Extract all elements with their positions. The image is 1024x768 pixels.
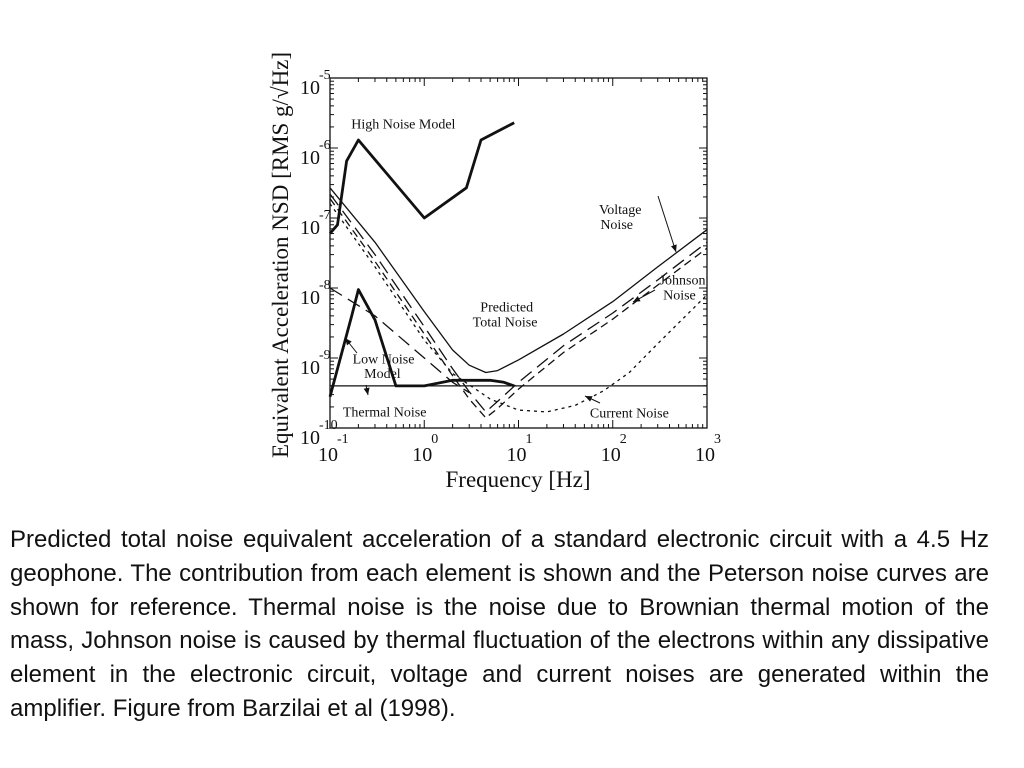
- y-axis-label: Equivalent Acceleration NSD [RMS g/√Hz]: [268, 52, 293, 458]
- annotation-arrowhead: [671, 244, 677, 252]
- x-tick-base: 10: [318, 444, 338, 466]
- series-layer: [328, 121, 708, 419]
- figure-caption: Predicted total noise equivalent acceler…: [10, 526, 989, 722]
- y-tick-exponent: -8: [319, 278, 331, 293]
- y-tick-base: 10: [300, 287, 320, 309]
- x-tick-base: 10: [507, 444, 527, 466]
- annotation-label: Noise: [600, 218, 633, 233]
- y-tick-exponent: -7: [319, 208, 331, 223]
- annotation-label: Johnson: [660, 273, 706, 288]
- y-tick-exponent: -10: [319, 418, 338, 433]
- x-tick-exponent: -1: [337, 432, 349, 447]
- y-tick-base: 10: [300, 427, 320, 449]
- y-tick-label: 10-8: [300, 278, 331, 309]
- series-line-johnson-noise: [329, 198, 708, 419]
- y-tick-label: 10-5: [300, 68, 331, 99]
- y-tick-label: 10-7: [300, 208, 331, 239]
- x-axis-label: Frequency [Hz]: [446, 467, 591, 492]
- plot-frame: [329, 77, 708, 429]
- y-tick-label: 10-6: [300, 138, 331, 169]
- annotation-label: Predicted: [480, 301, 533, 316]
- series-line-high-noise-model: [328, 121, 515, 235]
- series-line-current-noise: [329, 203, 708, 413]
- x-tick-label: 101: [507, 432, 533, 466]
- x-tick-exponent: 1: [526, 432, 533, 447]
- y-tick-exponent: -9: [319, 348, 331, 363]
- noise-spectrum-chart: 10-110010110210310-1010-910-810-710-610-…: [268, 52, 721, 492]
- y-tick-label: 10-9: [300, 348, 331, 379]
- annotation-label: Thermal Noise: [343, 406, 427, 421]
- annotation-label: Noise: [663, 289, 696, 304]
- annotation-arrowhead: [363, 387, 370, 395]
- annotation-label: Low Noise: [353, 352, 415, 367]
- y-tick-base: 10: [300, 217, 320, 239]
- y-tick-base: 10: [300, 77, 320, 99]
- y-tick-base: 10: [300, 357, 320, 379]
- x-tick-exponent: 3: [714, 432, 721, 447]
- series-line-predicted-total-noise: [329, 187, 708, 374]
- x-tick-exponent: 2: [620, 432, 627, 447]
- y-tick-exponent: -6: [319, 138, 331, 153]
- x-tick-label: 102: [601, 432, 627, 466]
- y-tick-label: 10-10: [300, 418, 338, 449]
- y-tick-base: 10: [300, 147, 320, 169]
- annotation-arrow: [657, 195, 677, 253]
- series-line-unlabeled-7: [329, 287, 470, 394]
- x-tick-base: 10: [695, 444, 715, 466]
- y-tick-exponent: -5: [319, 68, 331, 83]
- tick-labels: 10-110010110210310-1010-910-810-710-610-…: [300, 68, 721, 466]
- annotation-label: Current Noise: [590, 406, 669, 421]
- annotation-label: Voltage: [599, 203, 642, 218]
- annotation-label: Model: [364, 367, 401, 382]
- x-tick-exponent: 0: [431, 432, 438, 447]
- annotation-label: Total Noise: [473, 316, 538, 331]
- x-tick-base: 10: [412, 444, 432, 466]
- x-tick-label: 10-1: [318, 432, 349, 466]
- x-tick-label: 100: [412, 432, 438, 466]
- annotation-arrowhead: [633, 296, 641, 302]
- x-tick-base: 10: [601, 444, 621, 466]
- annotation-label: High Noise Model: [351, 117, 455, 132]
- series-line-voltage-noise: [329, 193, 708, 413]
- x-tick-label: 103: [695, 432, 721, 466]
- annotations: High Noise ModelVoltageNoiseJohnsonNoise…: [343, 117, 706, 421]
- annotation-arrowhead: [585, 396, 593, 402]
- annotation-arrowhead: [345, 338, 352, 346]
